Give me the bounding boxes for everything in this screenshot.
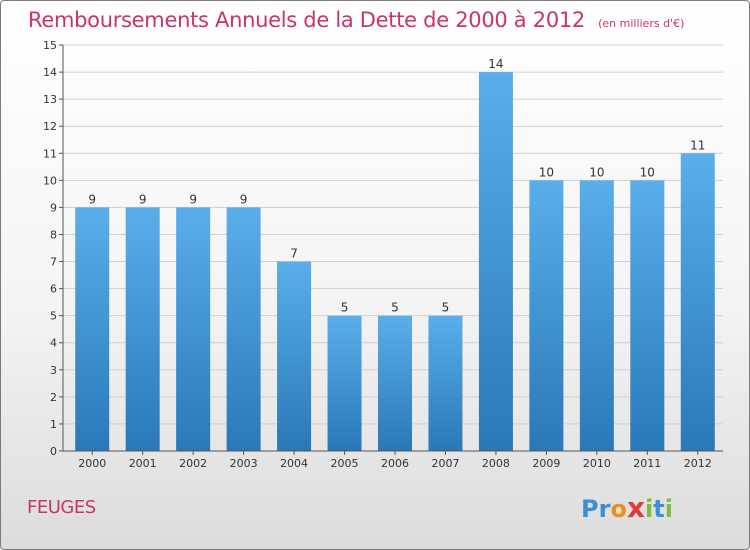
bar <box>176 207 211 451</box>
title-text: Remboursements Annuels de la Dette de 20… <box>28 8 585 32</box>
commune-name: FEUGES <box>27 497 96 518</box>
data-label: 5 <box>442 301 450 315</box>
logo-letter: r <box>598 495 611 523</box>
x-tick-label: 2012 <box>684 457 712 470</box>
y-tick-label: 13 <box>43 93 57 106</box>
x-tick-label: 2000 <box>78 457 106 470</box>
data-label: 5 <box>391 301 399 315</box>
chart-title: Remboursements Annuels de la Dette de 20… <box>28 8 684 32</box>
logo-letter: t <box>653 495 665 523</box>
y-tick-label: 1 <box>50 418 57 431</box>
x-tick-label: 2002 <box>179 457 207 470</box>
x-tick-label: 2008 <box>482 457 510 470</box>
logo-letter: x <box>626 491 645 524</box>
y-tick-label: 0 <box>50 445 57 458</box>
logo-letter: P <box>581 495 599 523</box>
data-label: 10 <box>640 165 655 179</box>
proxiti-logo: Proxiti <box>581 491 673 524</box>
bar <box>529 180 564 452</box>
y-tick-label: 5 <box>50 310 57 323</box>
x-tick-label: 2003 <box>230 457 258 470</box>
data-label: 10 <box>589 165 604 179</box>
logo-letter: i <box>664 495 673 523</box>
bar <box>125 207 160 451</box>
y-tick-label: 8 <box>50 228 57 241</box>
bar <box>226 207 261 451</box>
data-label: 5 <box>341 301 349 315</box>
x-tick-label: 2004 <box>280 457 308 470</box>
data-label: 9 <box>189 192 197 206</box>
data-label: 9 <box>240 192 248 206</box>
bar <box>630 180 665 452</box>
bar <box>327 315 362 451</box>
x-tick-label: 2007 <box>431 457 459 470</box>
x-tick-label: 2005 <box>331 457 359 470</box>
x-tick-label: 2009 <box>532 457 560 470</box>
logo-letter: i <box>645 495 654 523</box>
y-tick-label: 4 <box>50 337 57 350</box>
bar <box>277 261 312 451</box>
y-tick-label: 14 <box>43 66 57 79</box>
data-label: 9 <box>139 192 147 206</box>
bar <box>579 180 614 452</box>
unit-text: (en milliers d'€) <box>598 17 685 30</box>
bar <box>428 315 463 451</box>
x-tick-label: 2006 <box>381 457 409 470</box>
y-tick-label: 2 <box>50 391 57 404</box>
x-tick-label: 2010 <box>583 457 611 470</box>
y-tick-label: 12 <box>43 120 57 133</box>
data-label: 11 <box>690 138 705 152</box>
y-tick-label: 3 <box>50 364 57 377</box>
y-tick-label: 6 <box>50 283 57 296</box>
y-tick-label: 11 <box>43 147 57 160</box>
y-tick-label: 9 <box>50 201 57 214</box>
logo-letter: o <box>610 495 627 523</box>
bar <box>75 207 110 451</box>
bar <box>680 153 715 451</box>
data-label: 9 <box>88 192 96 206</box>
data-label: 7 <box>290 247 298 261</box>
bar <box>478 72 513 452</box>
x-tick-label: 2001 <box>129 457 157 470</box>
y-tick-label: 15 <box>43 39 57 52</box>
x-tick-label: 2011 <box>633 457 661 470</box>
y-tick-label: 10 <box>43 174 57 187</box>
y-tick-label: 7 <box>50 256 57 269</box>
data-label: 10 <box>539 165 554 179</box>
data-label: 14 <box>488 57 503 71</box>
bar <box>378 315 412 451</box>
